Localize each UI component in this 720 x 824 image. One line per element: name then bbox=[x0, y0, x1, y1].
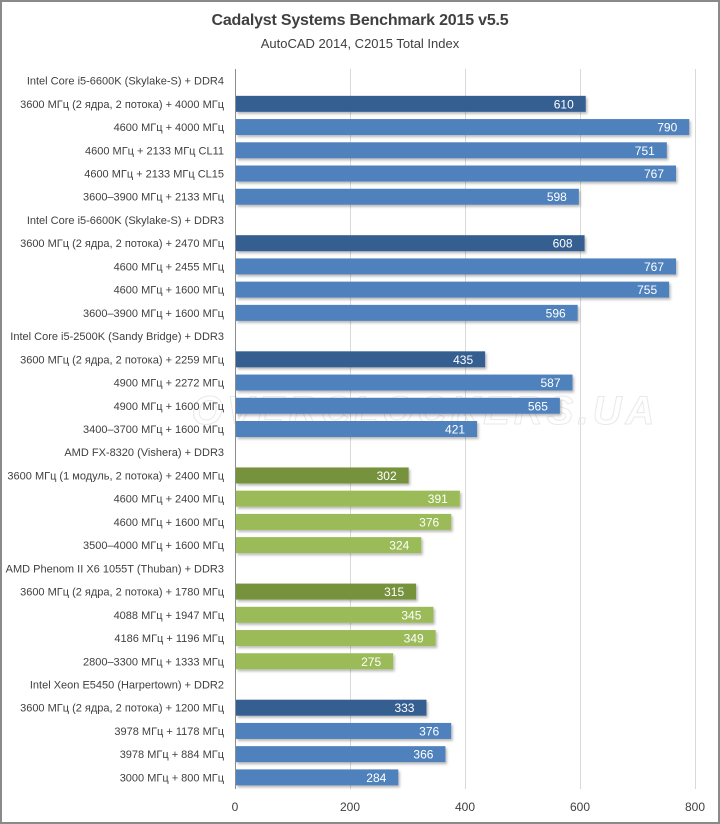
data-label: 608 bbox=[553, 237, 573, 251]
bar bbox=[236, 513, 452, 530]
category-label: 4600 МГц + 2400 МГц bbox=[114, 494, 225, 506]
bar bbox=[236, 606, 434, 623]
category-label: 3600 МГц (2 ядра, 2 потока) + 1200 МГц bbox=[20, 703, 225, 715]
data-label: 751 bbox=[635, 144, 655, 158]
data-label: 275 bbox=[361, 655, 381, 669]
bar bbox=[236, 490, 460, 507]
bar bbox=[236, 653, 394, 670]
category-label: 3400–3700 МГц + 1600 МГц bbox=[83, 424, 225, 436]
data-label: 391 bbox=[428, 492, 448, 506]
category-label: 3000 МГц + 800 МГц bbox=[120, 772, 225, 784]
category-label: 4600 МГц + 4000 МГц bbox=[114, 122, 225, 134]
category-label: 4600 МГц + 1600 МГц bbox=[114, 285, 225, 297]
data-label: 366 bbox=[413, 748, 433, 762]
group-header-label: Intel Core i5-2500K (Sandy Bridge) + DDR… bbox=[10, 331, 224, 343]
group-header-label: Intel Core i5-6600K (Skylake-S) + DDR3 bbox=[27, 215, 224, 227]
category-label: 3600 МГц (1 модуль, 2 потока) + 2400 МГц bbox=[7, 470, 224, 482]
bar bbox=[236, 746, 446, 763]
data-label: 767 bbox=[644, 260, 664, 274]
data-label: 565 bbox=[528, 399, 548, 413]
category-label: 4600 МГц + 2455 МГц bbox=[114, 261, 225, 273]
category-label: 2800–3300 МГц + 1333 МГц bbox=[83, 656, 225, 668]
x-tick-labels: 0 200 400 600 800 bbox=[232, 800, 706, 814]
x-tick-label: 0 bbox=[232, 800, 239, 814]
data-label: 302 bbox=[377, 469, 397, 483]
bar bbox=[236, 583, 417, 600]
bar bbox=[236, 630, 436, 647]
data-label: 755 bbox=[637, 283, 657, 297]
data-label: 596 bbox=[546, 306, 566, 320]
x-tick-label: 600 bbox=[570, 800, 590, 814]
bar bbox=[236, 769, 399, 786]
bar bbox=[236, 351, 486, 368]
category-label: 4088 МГц + 1947 МГц bbox=[114, 610, 225, 622]
bar bbox=[236, 142, 667, 159]
data-label: 284 bbox=[366, 771, 386, 785]
bar bbox=[236, 467, 409, 484]
group-header-label: AMD FX-8320 (Vishera) + DDR3 bbox=[64, 447, 224, 459]
data-label: 376 bbox=[419, 515, 439, 529]
bar bbox=[236, 258, 677, 275]
data-label: 333 bbox=[394, 701, 414, 715]
category-label: 3600 МГц (2 ядра, 2 потока) + 2470 МГц bbox=[20, 238, 225, 250]
category-label: 3600–3900 МГц + 1600 МГц bbox=[83, 308, 225, 320]
bar bbox=[236, 699, 427, 716]
data-label: 345 bbox=[401, 608, 421, 622]
category-label: 3600 МГц (2 ядра, 2 потока) + 2259 МГц bbox=[20, 354, 225, 366]
category-label: 4600 МГц + 1600 МГц bbox=[114, 517, 225, 529]
data-label: 587 bbox=[540, 376, 560, 390]
data-label: 421 bbox=[445, 423, 465, 437]
bar bbox=[236, 235, 585, 252]
data-label: 435 bbox=[453, 353, 473, 367]
bar bbox=[236, 95, 586, 112]
data-label: 376 bbox=[419, 724, 439, 738]
data-label: 324 bbox=[389, 539, 409, 553]
category-label: 3978 МГц + 1178 МГц bbox=[114, 726, 224, 738]
bar bbox=[236, 397, 560, 414]
bar bbox=[236, 722, 452, 739]
bar bbox=[236, 119, 690, 136]
x-tick-label: 800 bbox=[685, 800, 705, 814]
bar bbox=[236, 188, 579, 205]
data-label: 315 bbox=[384, 585, 404, 599]
chart-title: Cadalyst Systems Benchmark 2015 v5.5 bbox=[211, 12, 509, 29]
bar bbox=[236, 374, 573, 391]
bar bbox=[236, 281, 670, 298]
bar bbox=[236, 421, 478, 437]
data-label: 610 bbox=[554, 97, 574, 111]
category-label: 3600 МГц (2 ядра, 2 потока) + 1780 МГц bbox=[20, 587, 225, 599]
group-header-label: Intel Xeon E5450 (Harpertown) + DDR2 bbox=[30, 679, 224, 691]
category-label: 4600 МГц + 2133 МГц CL11 bbox=[85, 145, 224, 157]
data-label: 790 bbox=[657, 121, 677, 135]
x-tick-label: 400 bbox=[455, 800, 475, 814]
category-label: 4186 МГц + 1196 МГц bbox=[114, 633, 224, 645]
bar bbox=[236, 304, 578, 321]
category-label: 3600 МГц (2 ядра, 2 потока) + 4000 МГц bbox=[20, 99, 225, 111]
category-labels: Intel Core i5-6600K (Skylake-S) + DDR4 36… bbox=[6, 76, 225, 785]
category-label: 3600–3900 МГц + 2133 МГц bbox=[83, 192, 225, 204]
data-label: 767 bbox=[644, 167, 664, 181]
category-label: 4900 МГц + 1600 МГц bbox=[114, 401, 225, 413]
category-label: 4900 МГц + 2272 МГц bbox=[114, 378, 225, 390]
bar bbox=[236, 165, 677, 182]
category-label: 4600 МГц + 2133 МГц CL15 bbox=[84, 169, 224, 181]
data-label: 349 bbox=[404, 632, 424, 646]
x-tick-label: 200 bbox=[340, 800, 360, 814]
group-header-label: Intel Core i5-6600K (Skylake-S) + DDR4 bbox=[27, 76, 224, 88]
group-header-label: AMD Phenom II X6 1055T (Thuban) + DDR3 bbox=[6, 563, 224, 575]
bar bbox=[236, 537, 422, 554]
data-label: 598 bbox=[547, 190, 567, 204]
chart-subtitle: AutoCAD 2014, C2015 Total Index bbox=[260, 36, 460, 51]
category-label: 3500–4000 МГц + 1600 МГц bbox=[83, 540, 225, 552]
category-label: 3978 МГц + 884 МГц bbox=[120, 749, 225, 761]
